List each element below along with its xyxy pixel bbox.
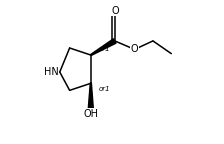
Text: O: O bbox=[111, 5, 119, 16]
Polygon shape bbox=[90, 39, 116, 56]
Text: or1: or1 bbox=[99, 86, 110, 92]
Text: O: O bbox=[131, 44, 138, 54]
Text: or1: or1 bbox=[99, 46, 110, 52]
Text: OH: OH bbox=[83, 109, 98, 119]
Polygon shape bbox=[88, 83, 93, 109]
Text: HN: HN bbox=[44, 67, 58, 77]
